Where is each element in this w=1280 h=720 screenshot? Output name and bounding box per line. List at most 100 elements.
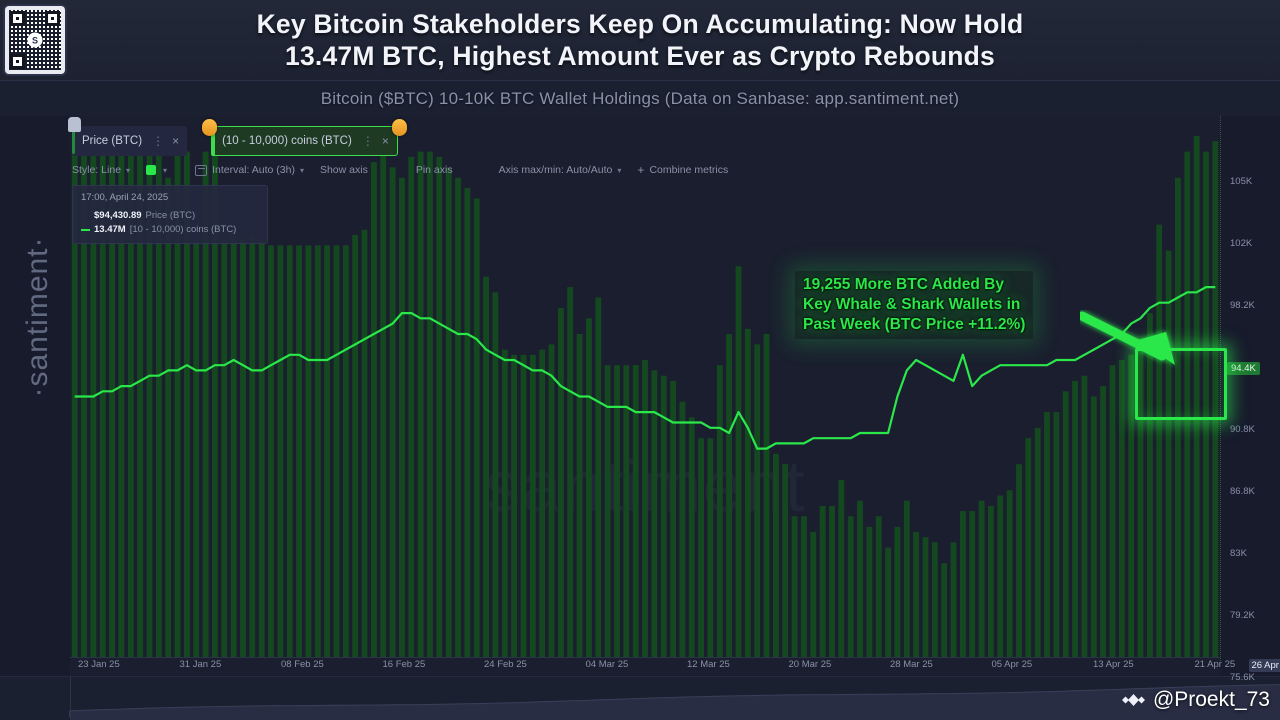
- option-combine-metrics-label: Combine metrics: [649, 164, 729, 176]
- chart-bar: [857, 500, 863, 657]
- chart-bar: [595, 297, 602, 657]
- drag-handle-right-icon[interactable]: [391, 119, 407, 136]
- chart-bar: [155, 151, 162, 657]
- color-swatch-icon: [146, 165, 157, 175]
- option-show-axis[interactable]: Show axis: [320, 164, 368, 176]
- chart-bar: [829, 505, 835, 657]
- chart-bar: [473, 198, 480, 657]
- chart-bar: [1053, 412, 1060, 657]
- option-style[interactable]: Style: Line ▾: [72, 164, 130, 176]
- option-show-axis-label: Show axis: [319, 164, 368, 176]
- x-axis-tick: 16 Feb 25: [382, 659, 426, 670]
- chart-plot-area[interactable]: [70, 116, 1220, 676]
- chart-bar: [389, 167, 396, 658]
- x-axis-tick: 24 Feb 25: [484, 659, 527, 670]
- drag-handle-left-icon[interactable]: [202, 119, 218, 136]
- x-axis-tick: 31 Jan 25: [179, 659, 222, 670]
- chart-bar: [679, 401, 686, 657]
- chart-bar: [539, 349, 546, 657]
- chart-bar: [520, 354, 527, 657]
- chart-bar: [314, 245, 321, 657]
- chart-bar: [240, 240, 246, 657]
- chart-bar: [221, 240, 228, 657]
- chart-bar: [1072, 380, 1078, 657]
- option-combine-metrics[interactable]: + Combine metrics: [637, 163, 728, 177]
- chart-bar: [847, 516, 854, 657]
- chart-bar: [623, 365, 630, 657]
- chart-bar: [1156, 224, 1163, 657]
- chart-bar: [791, 516, 798, 657]
- metric-chip-coins[interactable]: (10 - 10,000) coins (BTC) ⋮ ×: [202, 119, 407, 156]
- chart-bar: [801, 516, 807, 657]
- chart-bar: [1118, 360, 1125, 657]
- chart-bar: [511, 354, 517, 657]
- tooltip-row-price: $94,430.89 Price (BTC): [81, 210, 259, 221]
- chart-bar: [212, 136, 218, 657]
- chart-bar: [1137, 339, 1144, 657]
- x-axis-tick: 08 Feb 25: [281, 659, 324, 670]
- chart-bar: [464, 188, 471, 657]
- x-axis-tick: 05 Apr 25: [991, 659, 1033, 670]
- option-color[interactable]: ▾: [146, 165, 167, 175]
- chart-bar: [1081, 375, 1088, 657]
- chart-bar: [71, 151, 78, 657]
- subtitle-bar: Bitcoin ($BTC) 10-10K BTC Wallet Holding…: [0, 80, 1280, 116]
- y-axis-tick: 75.6K: [1230, 672, 1255, 683]
- chart-bar: [1016, 464, 1022, 657]
- chart-bar: [978, 500, 985, 657]
- qr-logo: S: [27, 32, 43, 48]
- chart-bar: [529, 354, 536, 657]
- chart-bar: [819, 505, 826, 657]
- qr-finder-topleft: [10, 11, 25, 26]
- qr-code: S: [5, 6, 65, 74]
- chevron-down-icon: ▾: [126, 165, 131, 175]
- chart-bar: [1025, 438, 1032, 657]
- chart-bar: [146, 151, 153, 657]
- chart-bar: [567, 287, 574, 657]
- chart-bar: [399, 177, 405, 657]
- chart-bar: [931, 542, 938, 657]
- chart-bar: [184, 151, 190, 657]
- annotation-line2: Key Whale & Shark Wallets in: [803, 296, 1021, 313]
- x-axis-tick: 28 Mar 25: [890, 659, 933, 670]
- legend-dash-icon: [81, 228, 90, 231]
- y-axis-tick: 102K: [1230, 238, 1253, 249]
- chart-bar: [427, 151, 433, 657]
- metric-chip-price-menu-icon[interactable]: ⋮: [152, 134, 165, 148]
- chart-bar: [249, 235, 256, 657]
- chart-bar: [950, 542, 957, 657]
- chart-price-line: [74, 286, 1216, 450]
- option-axis-maxmin[interactable]: Axis max/min: Auto/Auto ▾: [499, 164, 622, 176]
- chart-bar: [838, 479, 845, 657]
- metric-chip-price[interactable]: Price (BTC) ⋮ ×: [68, 117, 188, 156]
- x-axis-line: [70, 657, 1220, 658]
- option-interval[interactable]: Interval: Auto (3h) ▾: [195, 164, 304, 176]
- chart-bar: [193, 240, 200, 657]
- chart-bar: [99, 151, 106, 657]
- chart-tooltip: 17:00, April 24, 2025 $94,430.89 Price (…: [72, 185, 268, 244]
- chevron-down-icon: ▾: [617, 165, 622, 175]
- chart-bar: [371, 162, 377, 657]
- metric-chip-coins-close-icon[interactable]: ×: [381, 134, 389, 148]
- tooltip-coins-label: [10 - 10,000) coins (BTC): [129, 224, 237, 235]
- chart-bar: [773, 453, 779, 657]
- chart-bar: [670, 380, 676, 657]
- chart-bar: [688, 417, 695, 657]
- metric-chip-coins-menu-icon[interactable]: ⋮: [361, 134, 374, 148]
- metric-chip-price-close-icon[interactable]: ×: [172, 134, 180, 148]
- chart-bar: [1128, 354, 1135, 657]
- option-style-label: Style: Line: [72, 164, 122, 176]
- x-axis-tick-highlighted: 26 Apr 25: [1248, 659, 1280, 672]
- x-axis-tick: 23 Jan 25: [78, 659, 120, 670]
- chart-bar: [960, 511, 966, 657]
- chart-bar: [305, 245, 312, 657]
- option-pin-axis[interactable]: Pin axis: [416, 164, 453, 176]
- chart-bar: [735, 266, 742, 658]
- chart-minimap[interactable]: [0, 676, 1280, 720]
- header-banner: Key Bitcoin Stakeholders Keep On Accumul…: [0, 0, 1280, 80]
- chart-bar: [576, 334, 583, 657]
- chart-bar: [997, 495, 1004, 657]
- chart-bar: [277, 245, 284, 657]
- chart-bar: [118, 151, 125, 657]
- chart-bar: [586, 318, 592, 657]
